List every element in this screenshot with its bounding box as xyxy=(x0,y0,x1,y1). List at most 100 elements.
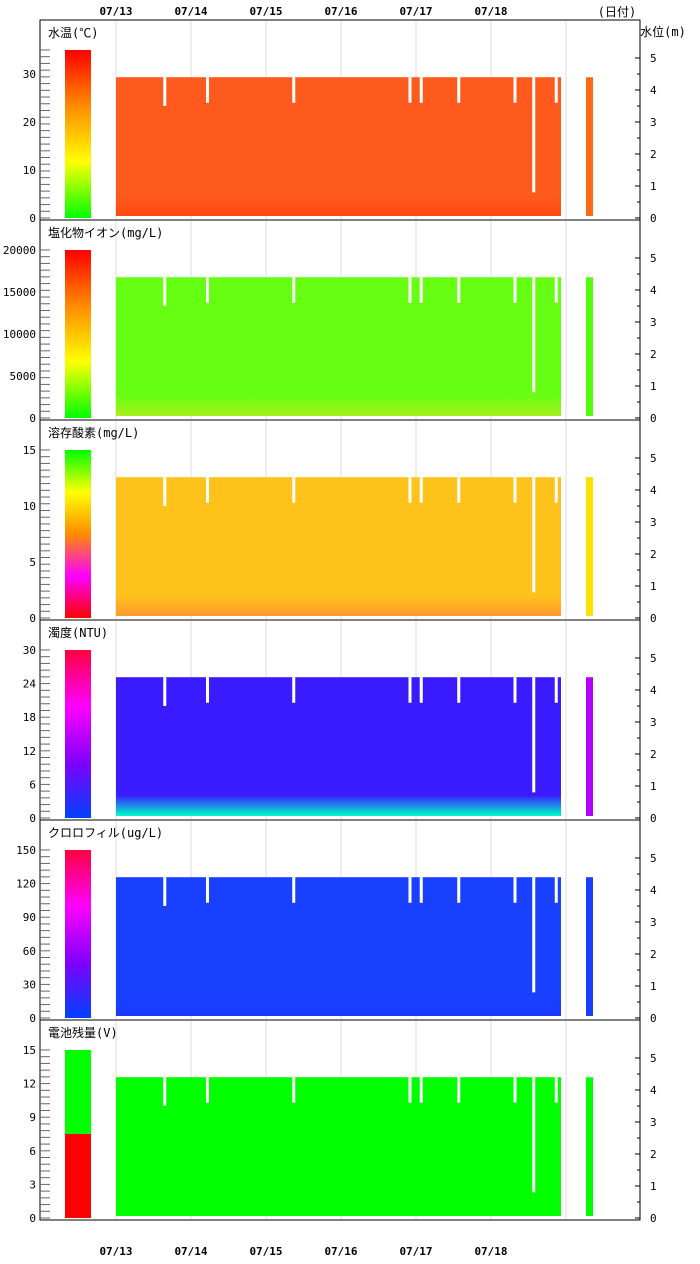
level-dip xyxy=(163,1076,167,1106)
left-tick-label: 15 xyxy=(23,1044,36,1057)
color-scale-upper xyxy=(65,1050,91,1134)
level-dip xyxy=(554,476,558,503)
profile-tail xyxy=(586,677,593,816)
right-tick-label: 4 xyxy=(650,884,657,897)
left-tick-label: 20 xyxy=(23,116,36,129)
left-tick-label: 24 xyxy=(23,678,37,691)
panel-title: 水温(℃) xyxy=(48,26,98,40)
profile-tail xyxy=(586,77,593,216)
right-tick-label: 5 xyxy=(650,52,657,65)
left-tick-label: 0 xyxy=(29,612,36,625)
level-dip xyxy=(457,276,461,303)
date-label-top: 07/14 xyxy=(174,5,207,18)
right-tick-label: 0 xyxy=(650,212,657,225)
right-tick-label: 4 xyxy=(650,484,657,497)
water-level-label: 水位(m) xyxy=(640,24,686,39)
left-tick-label: 3 xyxy=(29,1178,36,1191)
color-scale-bar xyxy=(65,650,91,818)
left-tick-label: 0 xyxy=(29,812,36,825)
level-dip xyxy=(163,676,167,706)
right-tick-label: 5 xyxy=(650,252,657,265)
level-dip xyxy=(419,76,423,103)
right-tick-label: 0 xyxy=(650,612,657,625)
level-dip xyxy=(513,276,517,303)
color-scale-bar xyxy=(65,250,91,418)
level-dip xyxy=(419,876,423,903)
profile-fill xyxy=(116,877,561,1016)
level-dip xyxy=(419,276,423,303)
date-label-bottom: 07/16 xyxy=(324,1245,357,1258)
left-tick-label: 0 xyxy=(29,412,36,425)
right-tick-label: 1 xyxy=(650,780,657,793)
right-tick-label: 3 xyxy=(650,916,657,929)
left-tick-label: 10 xyxy=(23,164,36,177)
level-dip xyxy=(408,1076,412,1103)
date-label-top: 07/18 xyxy=(474,5,507,18)
level-dip xyxy=(163,276,167,306)
left-tick-label: 5000 xyxy=(10,370,37,383)
level-dip xyxy=(554,876,558,903)
left-tick-label: 0 xyxy=(29,1212,36,1225)
right-tick-label: 4 xyxy=(650,684,657,697)
level-dip xyxy=(419,676,423,703)
profile-tail xyxy=(586,1077,593,1216)
left-tick-label: 0 xyxy=(29,212,36,225)
right-tick-label: 3 xyxy=(650,716,657,729)
right-tick-label: 0 xyxy=(650,412,657,425)
profile-tail xyxy=(586,277,593,416)
left-tick-label: 90 xyxy=(23,911,36,924)
level-dip xyxy=(292,1076,296,1103)
left-tick-label: 18 xyxy=(23,711,36,724)
right-tick-label: 2 xyxy=(650,748,657,761)
right-tick-label: 1 xyxy=(650,1180,657,1193)
level-dip xyxy=(513,476,517,503)
left-tick-label: 15000 xyxy=(3,286,36,299)
panel-title: 電池残量(V) xyxy=(48,1026,118,1040)
panel-title: 塩化物イオン(mg/L) xyxy=(48,225,163,240)
level-dip xyxy=(554,76,558,103)
left-tick-label: 10 xyxy=(23,500,36,513)
color-scale-bar xyxy=(65,850,91,1018)
level-dip xyxy=(408,476,412,503)
level-dip xyxy=(554,1076,558,1103)
level-dip xyxy=(457,676,461,703)
profile-tail xyxy=(586,877,593,1016)
date-label-top: 07/13 xyxy=(99,5,132,18)
left-tick-label: 5 xyxy=(29,556,36,569)
left-tick-label: 12 xyxy=(23,745,36,758)
level-dip xyxy=(532,476,536,593)
left-tick-label: 15 xyxy=(23,444,36,457)
level-dip xyxy=(532,876,536,993)
date-label-top: 07/16 xyxy=(324,5,357,18)
level-dip xyxy=(206,1076,209,1103)
panel-title: 濁度(NTU) xyxy=(48,625,108,640)
right-tick-label: 2 xyxy=(650,1148,657,1161)
level-dip xyxy=(292,76,296,103)
level-dip xyxy=(532,1076,536,1193)
level-dip xyxy=(532,276,536,393)
date-axis-label: (日付) xyxy=(598,5,636,19)
level-dip xyxy=(532,676,536,793)
right-tick-label: 5 xyxy=(650,452,657,465)
level-dip xyxy=(292,476,296,503)
level-dip xyxy=(554,676,558,703)
left-tick-label: 6 xyxy=(29,1145,36,1158)
level-dip xyxy=(292,276,296,303)
right-tick-label: 2 xyxy=(650,548,657,561)
date-label-top: 07/17 xyxy=(399,5,432,18)
left-tick-label: 9 xyxy=(29,1111,36,1124)
level-dip xyxy=(163,876,167,906)
color-scale-lower xyxy=(65,1134,91,1218)
right-tick-label: 4 xyxy=(650,1084,657,1097)
profile-tail xyxy=(586,477,593,616)
right-tick-label: 3 xyxy=(650,116,657,129)
left-tick-label: 12 xyxy=(23,1078,36,1091)
level-dip xyxy=(206,676,209,703)
left-tick-label: 30 xyxy=(23,978,36,991)
profile-fill xyxy=(116,77,561,216)
level-dip xyxy=(419,476,423,503)
profile-fill xyxy=(116,1077,561,1216)
level-dip xyxy=(408,876,412,903)
level-dip xyxy=(457,1076,461,1103)
